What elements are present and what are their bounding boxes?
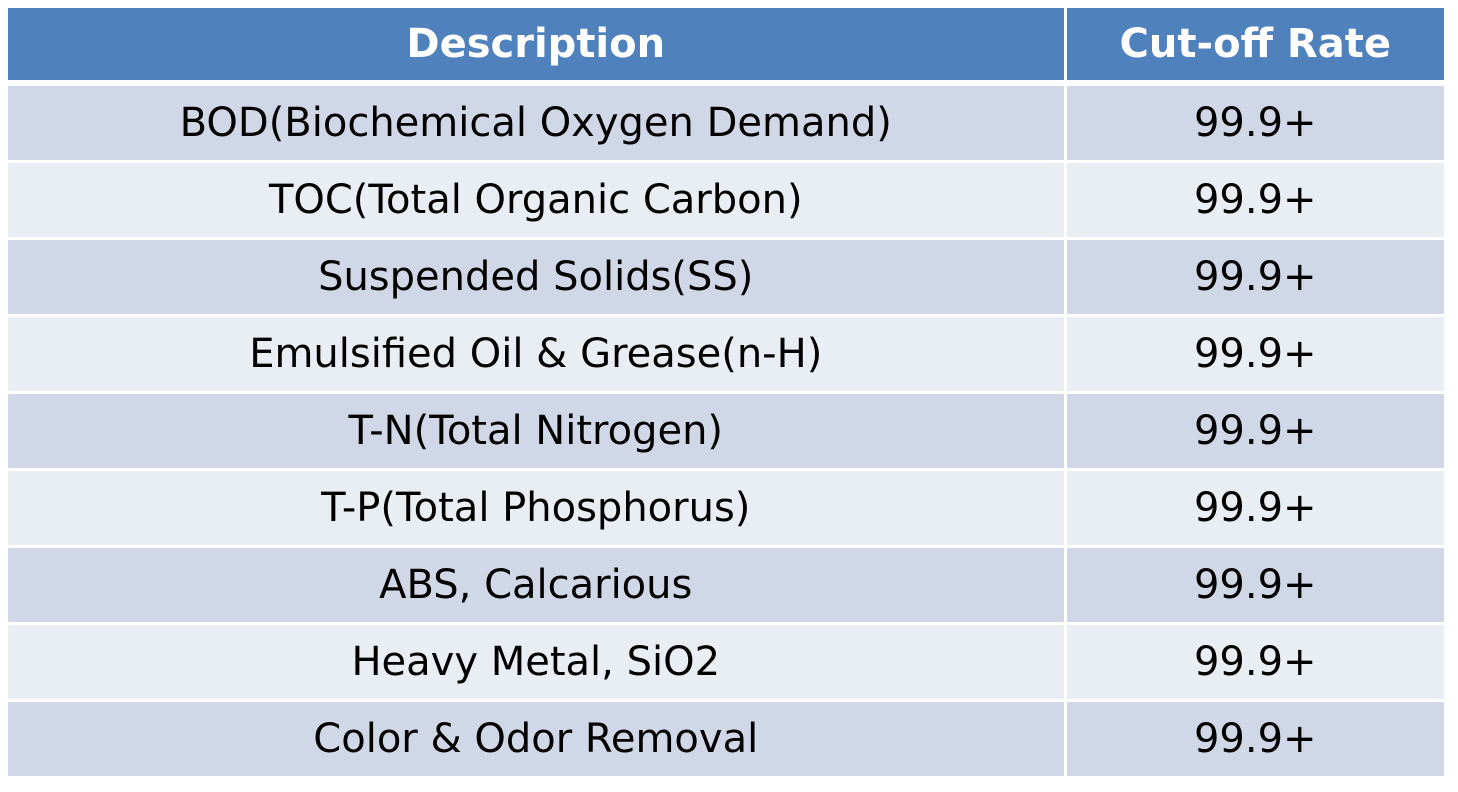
table-row: BOD(Biochemical Oxygen Demand) 99.9+: [8, 83, 1444, 163]
description-cell: T-N(Total Nitrogen): [8, 392, 1067, 471]
cutoff-rate-cell: 99.9+: [1065, 238, 1444, 317]
description-cell: BOD(Biochemical Oxygen Demand): [8, 83, 1067, 163]
cutoff-rate-cell: 99.9+: [1065, 700, 1444, 779]
cutoff-rate-cell: 99.9+: [1065, 392, 1444, 471]
cutoff-rate-cell: 99.9+: [1065, 623, 1444, 702]
header-cutoff-rate: Cut-off Rate: [1065, 8, 1444, 86]
table-row: TOC(Total Organic Carbon) 99.9+: [8, 161, 1444, 240]
description-cell: Suspended Solids(SS): [8, 238, 1067, 317]
table-row: Suspended Solids(SS) 99.9+: [8, 238, 1444, 317]
table-row: T-N(Total Nitrogen) 99.9+: [8, 392, 1444, 471]
cutoff-rate-cell: 99.9+: [1065, 469, 1444, 548]
table-row: T-P(Total Phosphorus) 99.9+: [8, 469, 1444, 548]
header-row: Description Cut-off Rate: [8, 8, 1444, 86]
table-row: ABS, Calcarious 99.9+: [8, 546, 1444, 625]
table-row: Heavy Metal, SiO2 99.9+: [8, 623, 1444, 702]
table-row: Color & Odor Removal 99.9+: [8, 700, 1444, 779]
description-cell: Color & Odor Removal: [8, 700, 1067, 779]
description-cell: TOC(Total Organic Carbon): [8, 161, 1067, 240]
description-cell: ABS, Calcarious: [8, 546, 1067, 625]
cutoff-rate-cell: 99.9+: [1065, 546, 1444, 625]
cutoff-rate-cell: 99.9+: [1065, 161, 1444, 240]
description-cell: T-P(Total Phosphorus): [8, 469, 1067, 548]
header-description: Description: [8, 8, 1067, 86]
table-body: BOD(Biochemical Oxygen Demand) 99.9+ TOC…: [8, 83, 1444, 779]
description-cell: Emulsified Oil & Grease(n-H): [8, 315, 1067, 394]
cutoff-rate-cell: 99.9+: [1065, 83, 1444, 163]
cutoff-rate-table-container: Description Cut-off Rate BOD(Biochemical…: [8, 8, 1444, 779]
table-row: Emulsified Oil & Grease(n-H) 99.9+: [8, 315, 1444, 394]
cutoff-rate-cell: 99.9+: [1065, 315, 1444, 394]
description-cell: Heavy Metal, SiO2: [8, 623, 1067, 702]
cutoff-rate-table: Description Cut-off Rate BOD(Biochemical…: [8, 8, 1444, 779]
table-header: Description Cut-off Rate: [8, 8, 1444, 86]
